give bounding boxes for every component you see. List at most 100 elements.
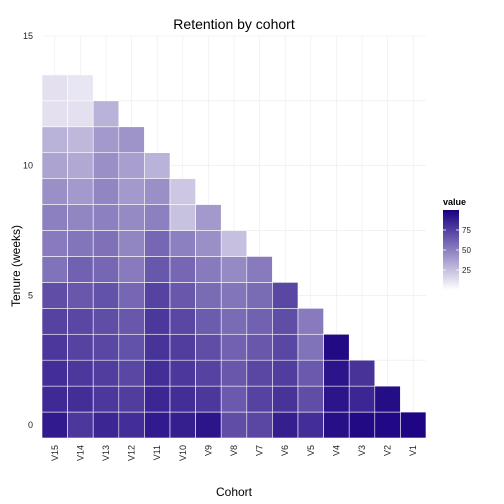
heatmap-cell xyxy=(272,359,299,387)
heatmap-cell xyxy=(41,282,68,309)
heatmap-cell xyxy=(246,359,273,387)
heatmap-cell xyxy=(323,359,350,387)
heatmap-cell xyxy=(118,308,145,335)
heatmap-cell xyxy=(67,100,94,128)
y-tick-label: 15 xyxy=(23,31,33,41)
heatmap-cell xyxy=(220,359,248,387)
heatmap-cell xyxy=(246,333,273,361)
heatmap-cell xyxy=(169,359,196,387)
heatmap-cell xyxy=(195,204,222,231)
heatmap-cell xyxy=(144,282,171,309)
heatmap-cell xyxy=(67,152,94,179)
heatmap-cell xyxy=(92,411,120,439)
heatmap-cell xyxy=(246,411,273,439)
heatmap-cell xyxy=(323,411,350,439)
chart-title: Retention by cohort xyxy=(173,16,295,32)
heatmap-cell xyxy=(195,282,222,309)
x-tick-label: V10 xyxy=(178,445,188,461)
heatmap-cell xyxy=(144,385,171,413)
heatmap-cell xyxy=(169,256,196,283)
y-tick-label: 5 xyxy=(28,290,33,300)
heatmap-cell xyxy=(92,126,120,154)
heatmap-cell xyxy=(297,411,324,439)
heatmap-cell xyxy=(144,152,171,179)
x-tick-label: V14 xyxy=(75,445,85,461)
heatmap-cell xyxy=(41,333,68,361)
heatmap-cell xyxy=(272,333,299,361)
legend: value 25 50 75 xyxy=(443,197,471,290)
heatmap-cell xyxy=(144,308,171,335)
heatmap-cell xyxy=(118,126,145,154)
heatmap-cell xyxy=(246,385,273,413)
heatmap-cell xyxy=(272,308,299,335)
heatmap-cell xyxy=(220,282,248,309)
heatmap-cell xyxy=(92,100,120,128)
heatmap-cell xyxy=(41,359,68,387)
heatmap-cell xyxy=(323,385,350,413)
heatmap-cell xyxy=(195,308,222,335)
heatmap-cell xyxy=(220,308,248,335)
heatmap-cell xyxy=(118,178,145,205)
heatmap-cell xyxy=(118,152,145,179)
legend-ticks: 25 50 75 xyxy=(443,226,471,275)
y-tick-labels: 0 5 10 15 xyxy=(23,31,33,430)
heatmap-cell xyxy=(297,333,324,361)
heatmap-cell xyxy=(92,152,120,179)
heatmap-cell xyxy=(297,308,324,335)
x-axis-title: Cohort xyxy=(216,485,253,499)
legend-tick-label: 25 xyxy=(462,266,471,275)
heatmap-cell xyxy=(41,230,68,257)
heatmap-cell xyxy=(41,308,68,335)
heatmap-cell xyxy=(195,256,222,283)
heatmap-cell xyxy=(67,74,94,102)
heatmap-cell xyxy=(118,256,145,283)
heatmap-cell xyxy=(374,385,401,413)
x-tick-label: V7 xyxy=(255,445,265,456)
heatmap-cell xyxy=(400,411,427,439)
heatmap-cell xyxy=(169,411,196,439)
heatmap-cell xyxy=(348,411,376,439)
legend-tick-label: 75 xyxy=(462,226,471,235)
x-tick-label: V4 xyxy=(331,445,341,456)
x-tick-label: V15 xyxy=(50,445,60,461)
heatmap-cell xyxy=(41,411,68,439)
heatmap-cell xyxy=(195,333,222,361)
heatmap-cell xyxy=(41,126,68,154)
y-tick-label: 10 xyxy=(23,161,33,171)
heatmap-cell xyxy=(246,308,273,335)
x-tick-label: V1 xyxy=(408,445,418,456)
heatmap-cell xyxy=(195,411,222,439)
heatmap-cell xyxy=(118,282,145,309)
heatmap-cell xyxy=(348,385,376,413)
heatmap-cell xyxy=(92,256,120,283)
heatmap-cell xyxy=(169,333,196,361)
legend-colorbar xyxy=(443,210,459,290)
heatmap-cell xyxy=(67,178,94,205)
heatmap-cell xyxy=(297,359,324,387)
heatmap-cell xyxy=(144,204,171,231)
heatmap-cell xyxy=(92,230,120,257)
heatmap-cell xyxy=(195,230,222,257)
heatmap-cell xyxy=(92,204,120,231)
heatmap-cell xyxy=(41,204,68,231)
heatmap-cell xyxy=(67,359,94,387)
heatmap-cell xyxy=(67,333,94,361)
y-axis-title: Tenure (weeks) xyxy=(9,225,23,307)
x-tick-label: V9 xyxy=(203,445,213,456)
heatmap-cell xyxy=(118,333,145,361)
heatmap-cell xyxy=(67,282,94,309)
heatmap-cell xyxy=(169,230,196,257)
heatmap-cell xyxy=(118,204,145,231)
heatmap-cell xyxy=(195,359,222,387)
heatmap-cell xyxy=(220,411,248,439)
heatmap-cell xyxy=(246,282,273,309)
heatmap-cell xyxy=(323,333,350,361)
x-tick-label: V5 xyxy=(306,445,316,456)
heatmap-cell xyxy=(41,152,68,179)
heatmap-cell xyxy=(67,126,94,154)
heatmap-cell xyxy=(169,282,196,309)
x-tick-label: V3 xyxy=(357,445,367,456)
x-tick-labels: V15 V14 V13 V12 V11 V10 V9 V8 V7 V6 V5 V4 V3 V2 V1 xyxy=(50,445,418,461)
heatmap-cell xyxy=(220,230,248,257)
